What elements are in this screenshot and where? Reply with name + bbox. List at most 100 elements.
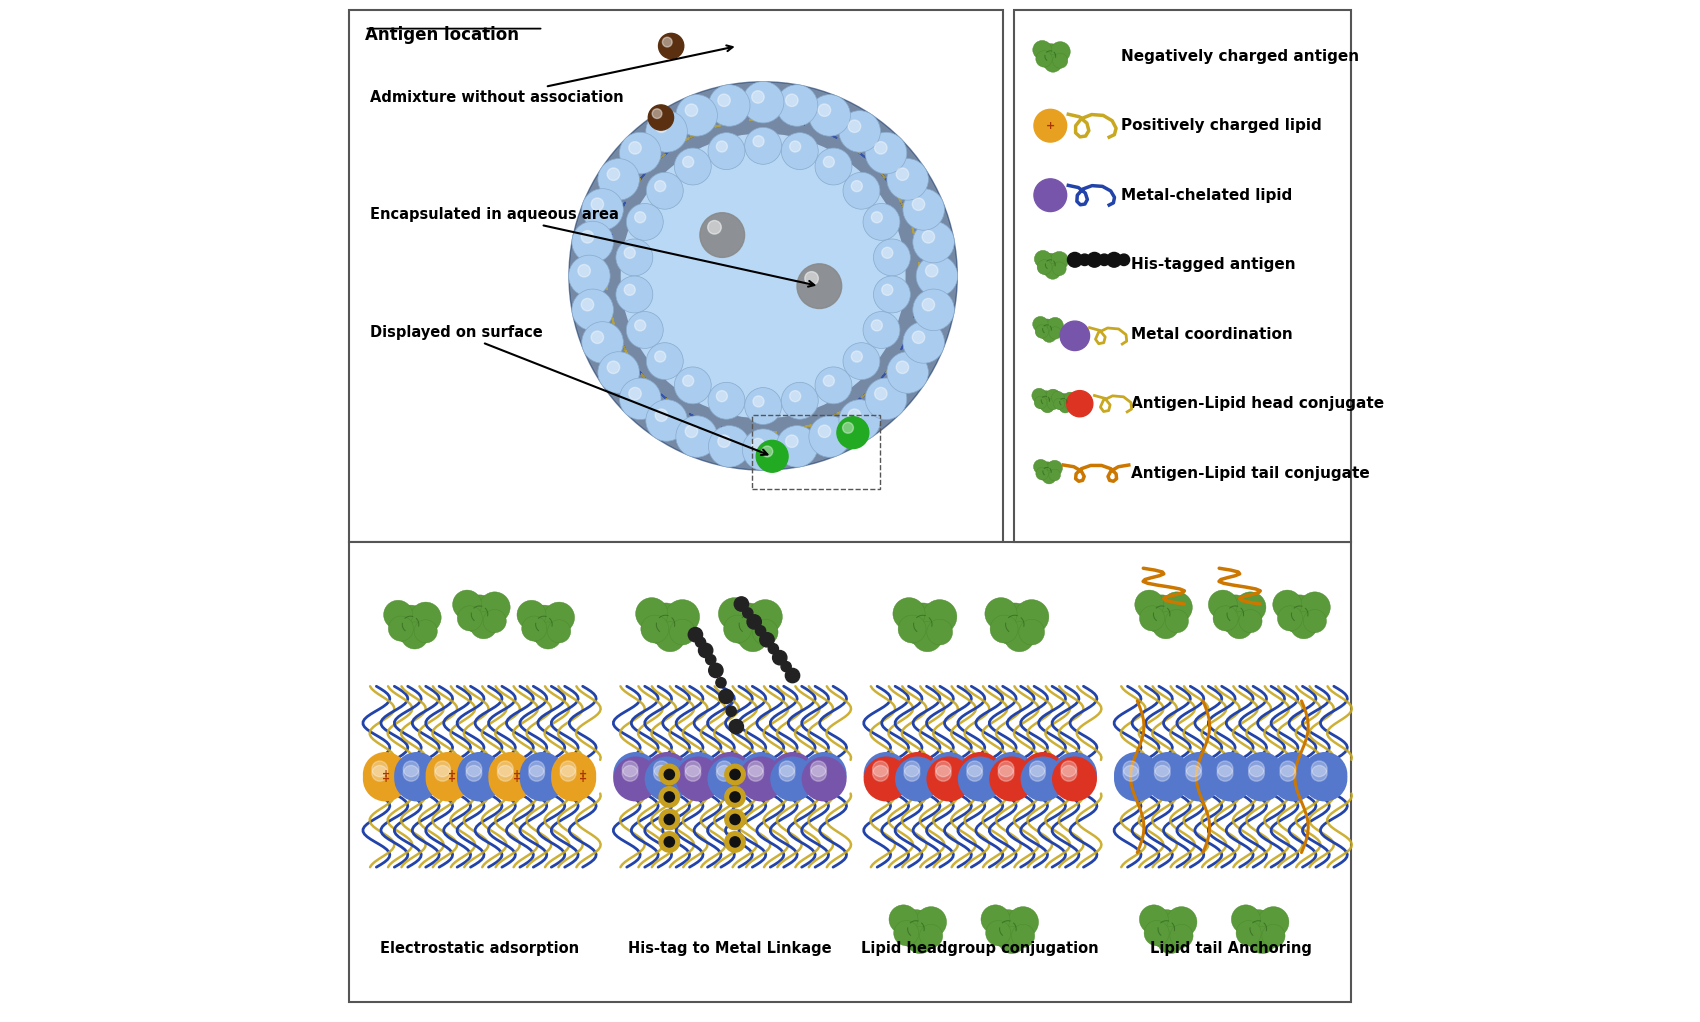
Circle shape xyxy=(435,761,450,777)
Circle shape xyxy=(1161,592,1192,622)
Circle shape xyxy=(466,765,481,781)
Circle shape xyxy=(1035,390,1056,410)
Circle shape xyxy=(1051,251,1069,270)
Circle shape xyxy=(1170,924,1193,947)
Circle shape xyxy=(894,921,918,945)
Circle shape xyxy=(1040,400,1054,413)
Text: +: + xyxy=(447,774,456,784)
Circle shape xyxy=(882,247,893,259)
Circle shape xyxy=(624,284,636,295)
Circle shape xyxy=(1114,756,1159,801)
Circle shape xyxy=(654,120,668,133)
Circle shape xyxy=(607,361,620,373)
Circle shape xyxy=(646,110,687,152)
Circle shape xyxy=(709,425,750,467)
Circle shape xyxy=(743,82,784,123)
Circle shape xyxy=(724,764,745,785)
Circle shape xyxy=(1061,761,1076,777)
Circle shape xyxy=(568,256,610,296)
Circle shape xyxy=(1080,254,1090,266)
Circle shape xyxy=(1054,399,1064,410)
Circle shape xyxy=(756,440,789,472)
Circle shape xyxy=(529,765,544,781)
Circle shape xyxy=(1158,927,1183,954)
Circle shape xyxy=(665,770,675,780)
Circle shape xyxy=(748,761,763,777)
Circle shape xyxy=(709,663,722,678)
Circle shape xyxy=(927,619,952,645)
Circle shape xyxy=(675,148,711,185)
Circle shape xyxy=(479,592,510,622)
Circle shape xyxy=(670,619,695,645)
Circle shape xyxy=(903,322,945,363)
Circle shape xyxy=(619,132,661,174)
Circle shape xyxy=(1216,595,1255,634)
Circle shape xyxy=(894,752,940,797)
Circle shape xyxy=(615,239,653,276)
Circle shape xyxy=(1176,752,1222,797)
Circle shape xyxy=(772,651,787,665)
Circle shape xyxy=(989,615,1018,643)
Circle shape xyxy=(896,168,910,181)
Circle shape xyxy=(525,605,563,644)
Circle shape xyxy=(913,221,954,263)
Circle shape xyxy=(782,133,818,170)
Circle shape xyxy=(1166,907,1197,937)
Circle shape xyxy=(743,608,753,618)
Circle shape xyxy=(989,910,1027,948)
Circle shape xyxy=(488,756,534,801)
Text: Electrostatic adsorption: Electrostatic adsorption xyxy=(381,940,580,956)
Circle shape xyxy=(916,907,947,937)
Circle shape xyxy=(957,752,1003,797)
Circle shape xyxy=(1066,390,1093,417)
Text: +: + xyxy=(513,770,522,780)
Circle shape xyxy=(814,148,852,185)
Circle shape xyxy=(967,761,983,777)
Circle shape xyxy=(665,600,700,634)
Circle shape xyxy=(1277,606,1302,631)
Circle shape xyxy=(1236,921,1261,945)
Circle shape xyxy=(688,628,702,642)
Circle shape xyxy=(1239,756,1285,801)
Circle shape xyxy=(782,382,818,419)
Circle shape xyxy=(1049,327,1061,339)
Circle shape xyxy=(957,756,1003,801)
Circle shape xyxy=(372,761,388,777)
Circle shape xyxy=(561,765,576,781)
Circle shape xyxy=(685,104,697,117)
Text: Antigen-Lipid head conjugate: Antigen-Lipid head conjugate xyxy=(1130,397,1384,411)
Circle shape xyxy=(716,765,733,781)
Circle shape xyxy=(729,815,740,825)
Circle shape xyxy=(1062,392,1078,406)
Circle shape xyxy=(993,603,1037,646)
Circle shape xyxy=(1239,752,1285,797)
Circle shape xyxy=(1217,765,1232,781)
Circle shape xyxy=(551,756,597,801)
Circle shape xyxy=(571,289,614,331)
Text: His-tag to Metal Linkage: His-tag to Metal Linkage xyxy=(627,940,831,956)
Circle shape xyxy=(1154,765,1170,781)
Circle shape xyxy=(660,787,680,807)
Circle shape xyxy=(1052,262,1066,276)
Circle shape xyxy=(762,446,774,457)
Circle shape xyxy=(581,322,624,363)
Circle shape xyxy=(615,276,653,313)
Circle shape xyxy=(717,435,731,448)
Circle shape xyxy=(1046,389,1061,405)
Circle shape xyxy=(1052,756,1096,801)
Circle shape xyxy=(734,597,748,611)
Circle shape xyxy=(571,221,614,263)
Circle shape xyxy=(717,94,731,106)
Circle shape xyxy=(1217,761,1232,777)
Circle shape xyxy=(892,598,925,630)
Circle shape xyxy=(726,706,736,716)
Circle shape xyxy=(1034,250,1052,268)
Text: His-tagged antigen: His-tagged antigen xyxy=(1130,258,1295,272)
Circle shape xyxy=(388,616,413,641)
Circle shape xyxy=(410,602,442,633)
Circle shape xyxy=(789,390,801,402)
Circle shape xyxy=(498,765,513,781)
Circle shape xyxy=(889,904,918,934)
Circle shape xyxy=(1032,317,1049,332)
Circle shape xyxy=(1261,924,1285,947)
